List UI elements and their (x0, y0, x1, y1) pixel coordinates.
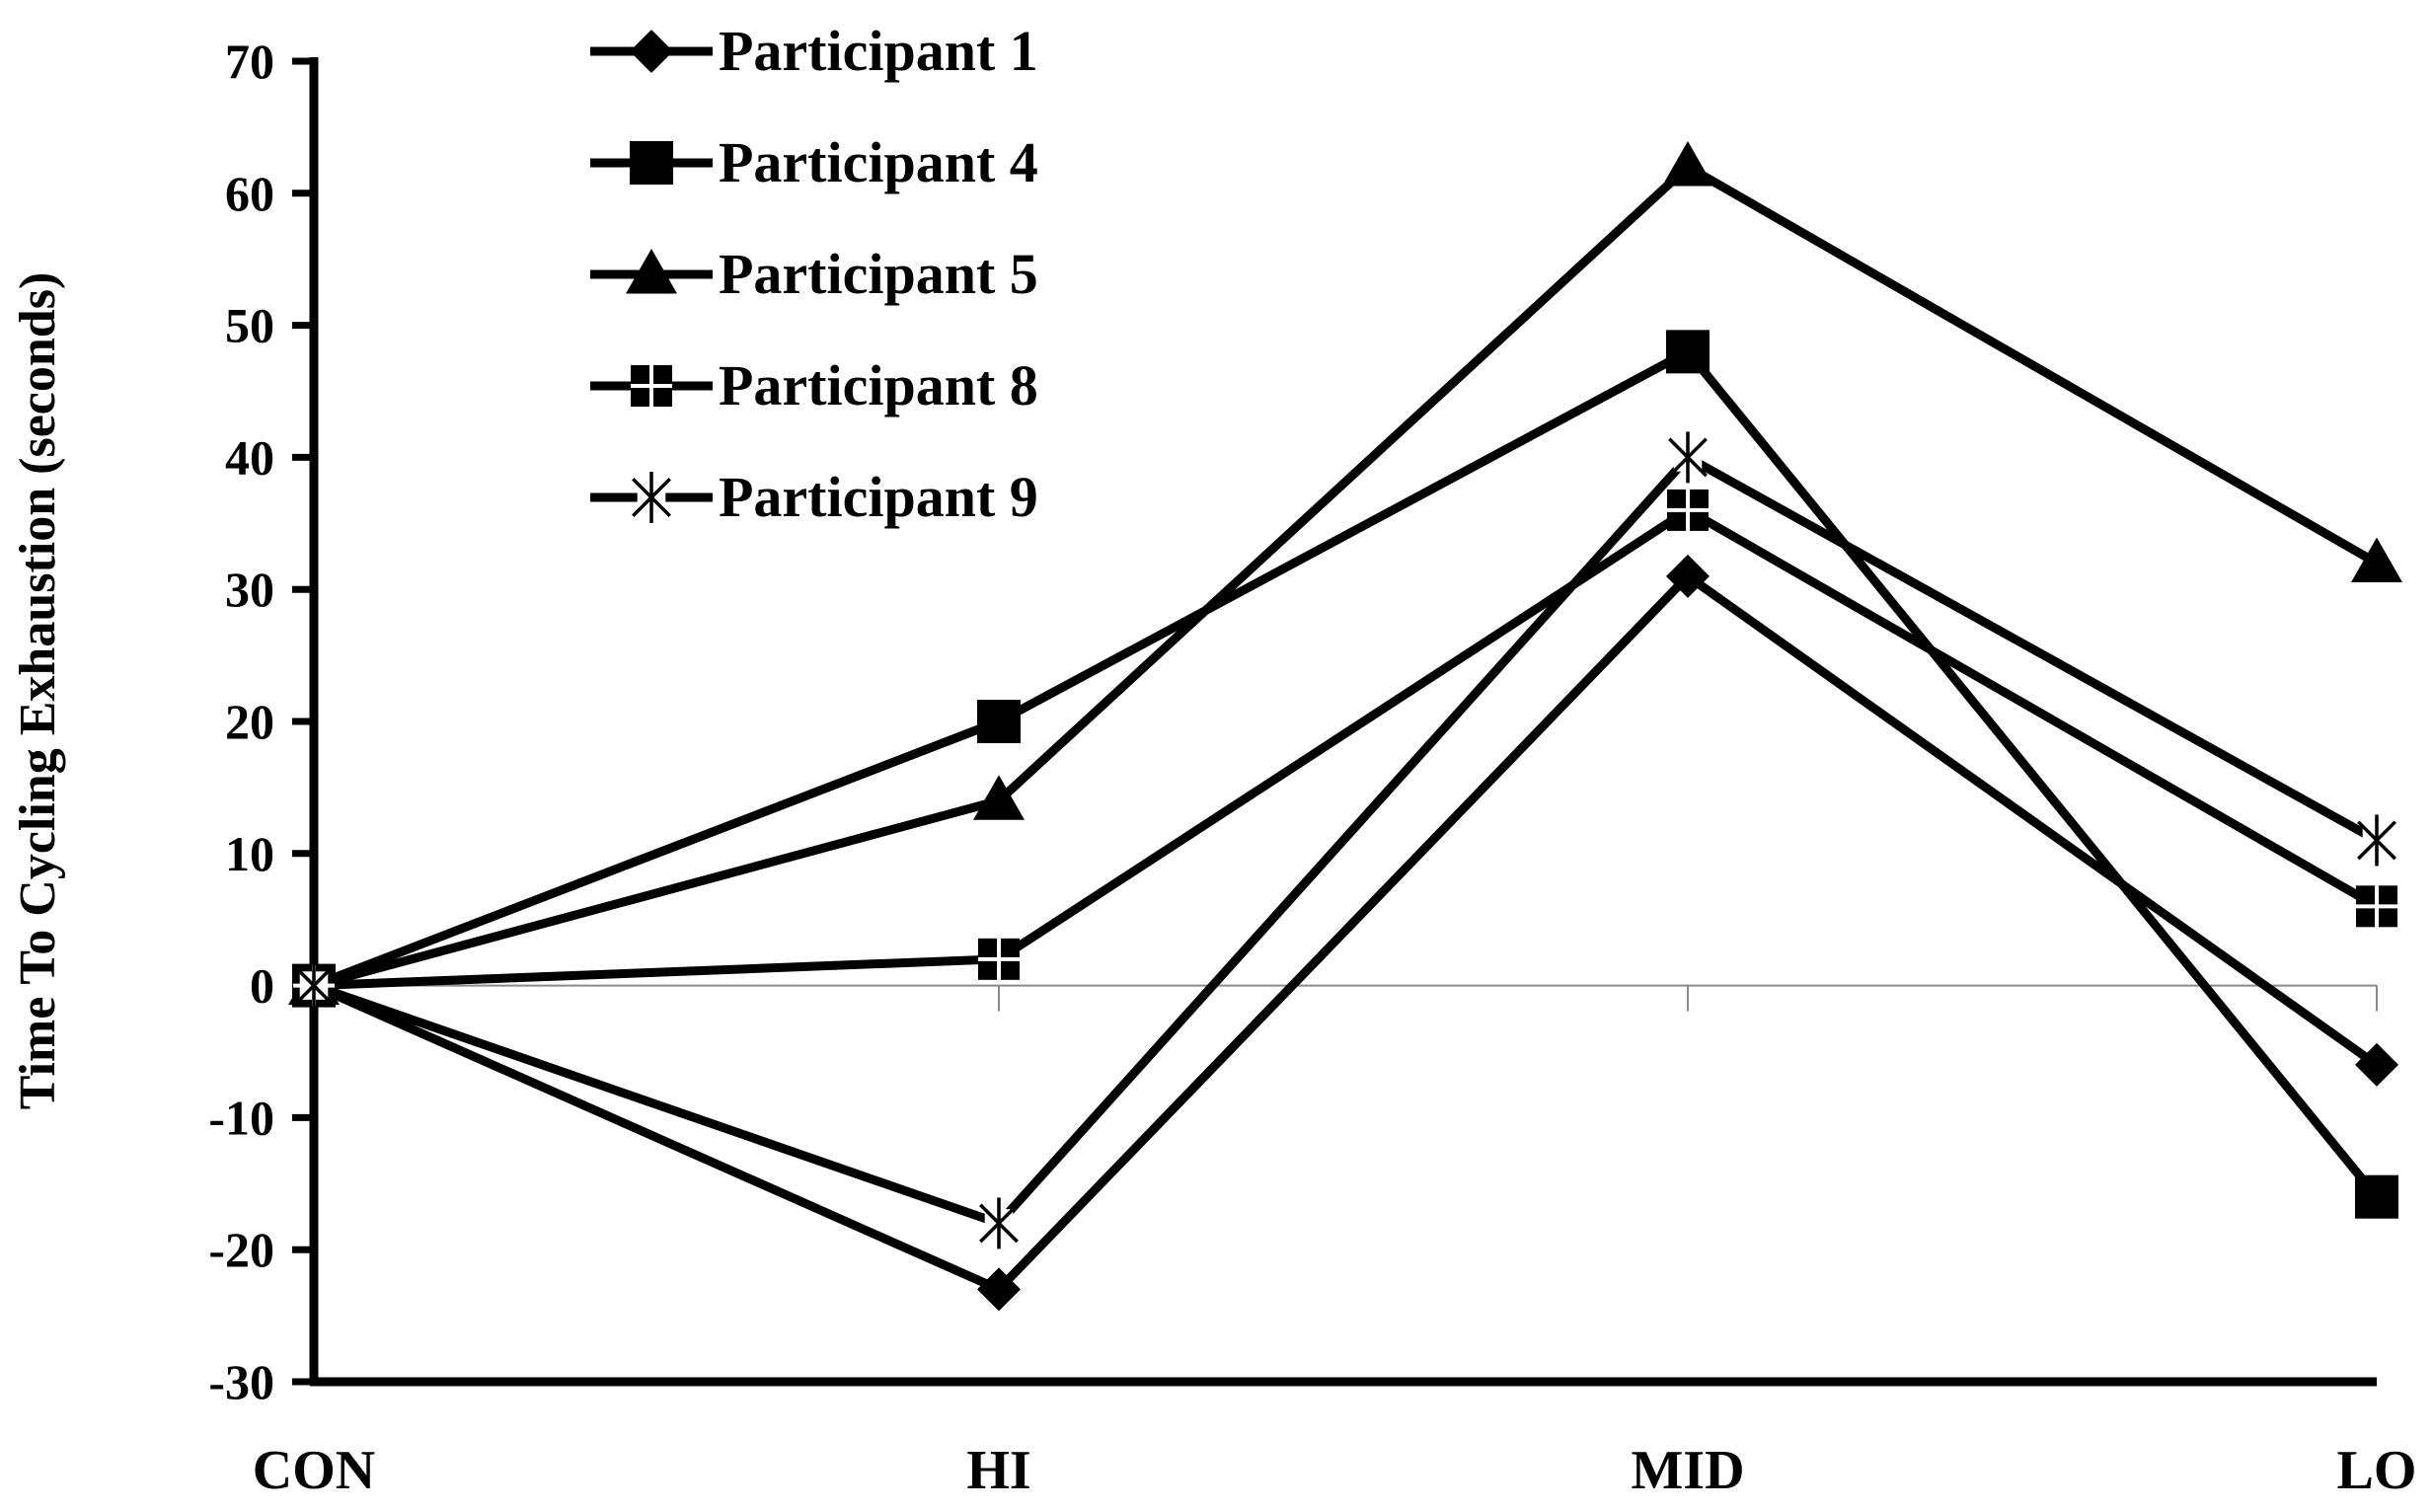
legend-label: Participant 9 (719, 465, 1038, 529)
legend-item: Participant 1 (590, 19, 1038, 83)
y-tick-label: 40 (225, 429, 274, 485)
y-axis-title: Time To Cycling Exhaustion (seconds) (10, 272, 66, 1110)
diamond-marker (1666, 554, 1710, 598)
y-tick-label: 70 (225, 34, 274, 89)
y-tick-label: -30 (208, 1354, 274, 1409)
x-tick-label: MID (1631, 1440, 1744, 1501)
x-tick-label: HI (966, 1440, 1030, 1501)
series-layer (288, 141, 2402, 1312)
series-line (313, 504, 2380, 991)
y-tick-label: 10 (225, 826, 274, 881)
series-line (312, 161, 2380, 990)
y-tick-label: 60 (225, 166, 274, 221)
square-cross-marker (1667, 489, 1709, 531)
square-marker (2355, 1174, 2398, 1219)
x-tick-label: CON (253, 1440, 375, 1501)
legend-item: Participant 9 (590, 465, 1038, 529)
series-line (312, 451, 2380, 1229)
square-cross-marker (978, 938, 1020, 980)
legend-item: Participant 8 (590, 353, 1038, 417)
legend-label: Participant 8 (719, 353, 1038, 417)
legend-item: Participant 5 (590, 242, 1038, 306)
series-line (312, 569, 2380, 1295)
square-marker (1666, 330, 1710, 374)
triangle-marker (1662, 141, 1713, 187)
series-line (312, 345, 2381, 1200)
x-tick-label: LO (2337, 1440, 2417, 1501)
legend-label: Participant 1 (719, 19, 1038, 83)
legend-label: Participant 4 (719, 130, 1038, 194)
square-cross-marker (2356, 885, 2397, 928)
y-tick-label: -20 (208, 1222, 274, 1277)
asterisk-marker (294, 959, 334, 1012)
triangle-marker (973, 775, 1025, 820)
triangle-marker (626, 249, 677, 294)
y-tick-label: 50 (225, 298, 274, 353)
diamond-marker (977, 1267, 1021, 1312)
square-marker (630, 141, 673, 185)
legend-item: Participant 4 (590, 130, 1038, 194)
y-tick-label: -10 (208, 1090, 274, 1145)
triangle-marker (2351, 537, 2402, 582)
square-marker (977, 700, 1021, 743)
asterisk-marker (2357, 814, 2396, 867)
y-tick-label: 20 (225, 694, 274, 749)
diamond-marker (2355, 1042, 2398, 1087)
legend: Participant 1 Participant 4 Participant 5 P… (590, 19, 1038, 529)
y-tick-label: 0 (250, 958, 274, 1014)
asterisk-marker (632, 472, 671, 523)
square-cross-marker (631, 365, 672, 407)
diamond-marker (630, 30, 673, 73)
asterisk-marker (979, 1197, 1019, 1249)
asterisk-marker (1668, 431, 1708, 484)
axes: 70 60 50 40 30 20 10 0 -10 -20 -30 CON HI MID LO (208, 34, 2416, 1501)
legend-label: Participant 5 (719, 242, 1038, 306)
y-tick-label: 30 (225, 562, 274, 617)
